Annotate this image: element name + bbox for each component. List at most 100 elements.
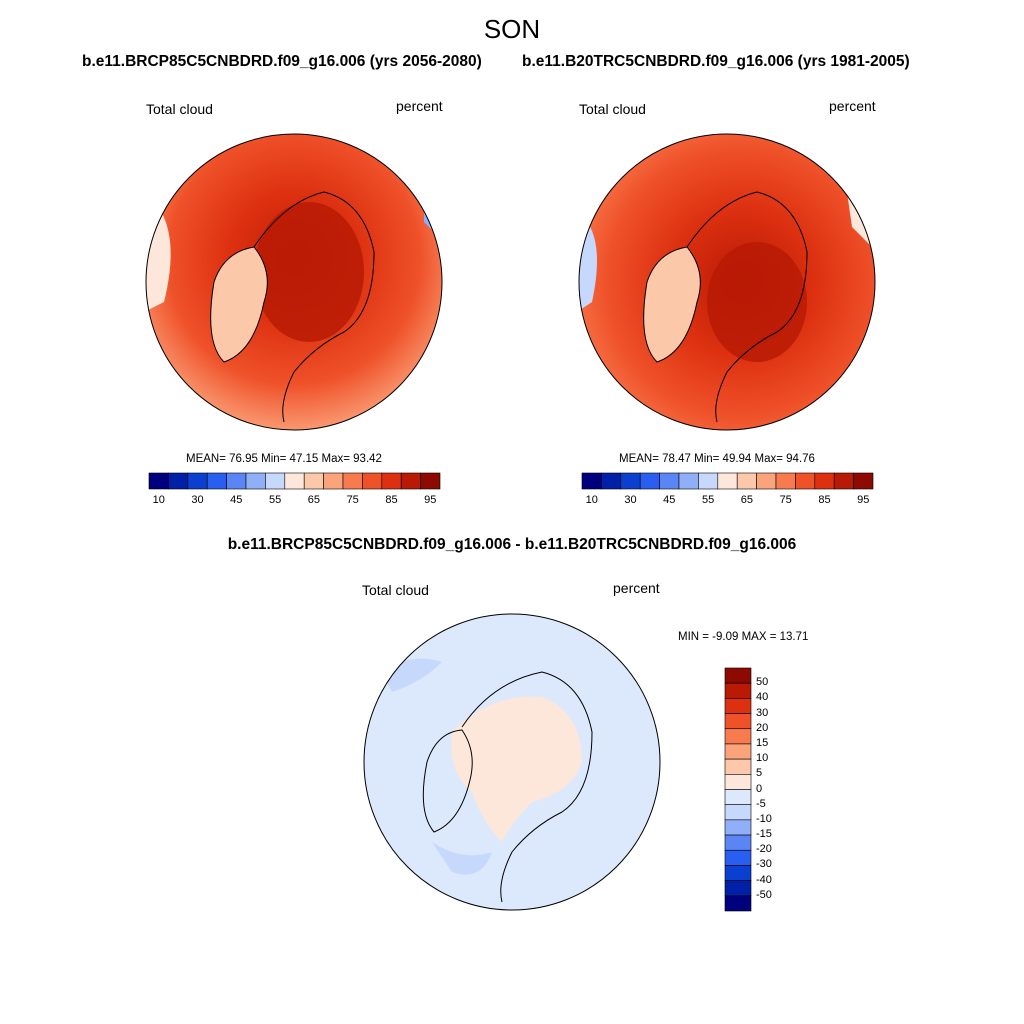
diff-colorbar-swatch — [724, 743, 752, 760]
colorbar-tick-label: 30 — [624, 494, 637, 506]
colorbar-tick-label: 45 — [230, 494, 243, 506]
diff-colorbar-tick-label: 10 — [756, 752, 769, 765]
diff-colorbar-tick-label: -20 — [756, 843, 772, 856]
left-greenland-region — [210, 247, 268, 362]
colorbar-swatch — [795, 472, 816, 490]
left-subtitle: b.e11.BRCP85C5CNBDRD.f09_g16.006 (yrs 20… — [82, 53, 482, 70]
diff-map-border — [363, 613, 661, 911]
diff-positive-region — [451, 696, 582, 842]
left-arctic-max-region — [254, 202, 364, 342]
diff-colorbar-tick-label: 50 — [756, 676, 769, 689]
colorbar-swatch — [717, 472, 738, 490]
right-greenland-region — [643, 247, 701, 362]
colorbar-swatch — [168, 472, 189, 490]
right-coastline — [686, 191, 808, 423]
colorbar-swatch — [601, 472, 622, 490]
diff-colorbar-swatch — [724, 728, 752, 745]
colorbar-tick-label: 65 — [740, 494, 754, 506]
left-units-label: percent — [396, 98, 443, 114]
colorbar-swatch — [342, 472, 363, 490]
colorbar-swatch — [620, 472, 641, 490]
left-polar-map — [145, 133, 443, 431]
diff-colorbar-swatch — [724, 880, 752, 897]
diff-negative-patch — [432, 842, 492, 875]
colorbar-swatch — [323, 472, 344, 490]
colorbar-swatch — [226, 472, 247, 490]
diff-colorbar-swatch — [724, 849, 752, 866]
diff-colorbar-swatch — [724, 789, 752, 805]
diff-colorbar-swatch — [724, 834, 752, 851]
diff-units-label: percent — [613, 580, 660, 596]
colorbar-tick-label: 30 — [191, 494, 204, 506]
colorbar-tick-label: 10 — [585, 494, 598, 506]
diff-colorbar-tick-label: 30 — [756, 706, 769, 719]
diff-colorbar-swatch — [724, 667, 752, 684]
colorbar-tick-label: 45 — [663, 494, 676, 506]
colorbar-swatch — [148, 472, 169, 490]
colorbar-tick-label: 65 — [307, 494, 321, 506]
left-greenland-coast — [210, 246, 268, 363]
colorbar-tick-label: 55 — [701, 494, 715, 506]
diff-colorbar-swatch — [724, 819, 752, 836]
colorbar-swatch — [659, 472, 680, 490]
colorbar-swatch — [833, 472, 854, 490]
diff-colorbar-tick-label: -5 — [756, 797, 766, 810]
diff-greenland-coast — [422, 729, 473, 833]
diff-colorbar-tick-label: -10 — [756, 812, 772, 825]
diff-colorbar-ticks: 50 40 30 20 15 10 5 0 -5 -10 -15 -20 -30 -40 -50 — [756, 668, 796, 911]
diff-stats: MIN = -9.09 MAX = 13.71 — [678, 631, 809, 643]
right-map-border — [578, 133, 876, 431]
colorbar-swatch — [756, 472, 777, 490]
right-arctic-max-region — [707, 242, 807, 362]
diff-colorbar-tick-label: 5 — [756, 767, 763, 780]
diff-colorbar-swatch — [724, 895, 752, 912]
right-stats: MEAN= 78.47 Min= 49.94 Max= 94.76 — [619, 453, 815, 465]
colorbar-tick-label: 75 — [346, 494, 359, 506]
colorbar-swatch — [678, 472, 699, 490]
diff-colorbar-tick-label: -50 — [756, 888, 772, 901]
diff-colorbar-tick-label: -40 — [756, 873, 772, 886]
colorbar-swatch — [245, 472, 266, 490]
colorbar-tick-label: 85 — [818, 494, 831, 506]
colorbar-swatch — [303, 472, 324, 490]
diff-colorbar-tick-label: -30 — [756, 858, 772, 871]
left-colorbar — [148, 472, 441, 490]
colorbar-swatch — [853, 472, 874, 490]
colorbar-tick-label: 75 — [779, 494, 792, 506]
diff-colorbar — [724, 667, 752, 912]
diff-variable-label: Total cloud — [362, 582, 429, 598]
colorbar-swatch — [206, 472, 227, 490]
right-colorbar — [581, 472, 874, 490]
colorbar-swatch — [814, 472, 835, 490]
diff-colorbar-swatch — [724, 758, 752, 775]
colorbar-swatch — [775, 472, 796, 490]
diff-colorbar-swatch — [724, 774, 752, 790]
diff-colorbar-swatch — [724, 698, 752, 714]
right-subtitle: b.e11.B20TRC5CNBDRD.f09_g16.006 (yrs 198… — [522, 53, 910, 70]
right-greenland-coast — [643, 246, 701, 363]
diff-colorbar-tick-label: 20 — [756, 721, 769, 734]
colorbar-tick-label: 10 — [152, 494, 165, 506]
colorbar-swatch — [284, 472, 305, 490]
diff-colorbar-tick-label: 40 — [756, 691, 769, 704]
diff-polar-map — [363, 613, 661, 911]
left-coastline — [253, 191, 375, 423]
colorbar-tick-label: 85 — [385, 494, 398, 506]
diff-colorbar-swatch — [724, 804, 752, 821]
diff-colorbar-swatch — [724, 682, 752, 699]
colorbar-swatch — [420, 472, 441, 490]
left-stats: MEAN= 76.95 Min= 47.15 Max= 93.42 — [186, 453, 382, 465]
left-colorbar-ticks: 10 30 45 55 65 75 85 95 — [149, 494, 440, 508]
colorbar-swatch — [736, 472, 757, 490]
colorbar-swatch — [381, 472, 402, 490]
diff-coastline — [461, 671, 593, 903]
colorbar-swatch — [581, 472, 602, 490]
left-variable-label: Total cloud — [146, 101, 213, 117]
colorbar-tick-label: 95 — [857, 494, 870, 506]
right-polar-map — [578, 133, 876, 431]
diff-colorbar-tick-label: 0 — [756, 782, 763, 795]
colorbar-swatch — [265, 472, 286, 490]
right-units-label: percent — [829, 98, 876, 114]
colorbar-tick-label: 95 — [424, 494, 437, 506]
diff-colorbar-tick-label: 15 — [756, 736, 769, 749]
